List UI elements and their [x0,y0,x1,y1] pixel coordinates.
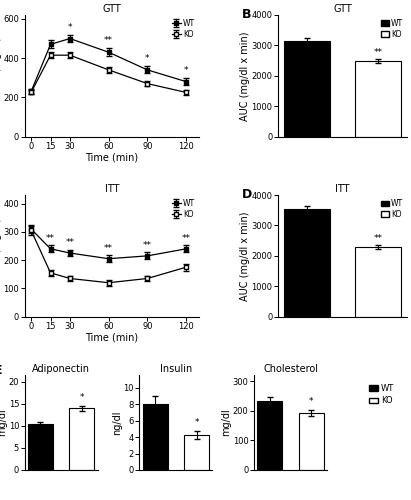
Text: *: * [194,418,199,428]
Legend: WT, KO: WT, KO [172,199,195,219]
Text: B: B [242,8,252,20]
Bar [69,408,95,470]
Legend: WT, KO: WT, KO [172,19,195,38]
Text: *: * [145,54,150,64]
Text: **: ** [65,238,74,248]
Text: *: * [184,66,188,75]
Bar [299,413,324,470]
Text: **: ** [374,234,383,243]
Text: **: ** [182,234,191,243]
Text: E: E [0,364,2,377]
Text: *: * [68,23,72,32]
Title: ITT: ITT [335,184,350,194]
Text: **: ** [104,36,113,46]
Bar [355,248,401,316]
Title: GTT: GTT [102,4,121,14]
X-axis label: Time (min): Time (min) [85,332,139,342]
Y-axis label: Glucose (mg/dl): Glucose (mg/dl) [0,217,2,294]
Bar [355,61,401,136]
Text: **: ** [143,241,152,250]
Bar [284,41,330,136]
Bar [184,436,209,470]
Bar [257,402,282,470]
Y-axis label: ng/dl: ng/dl [112,410,122,435]
Bar [143,404,168,470]
Title: Insulin: Insulin [160,364,192,374]
Title: Adiponectin: Adiponectin [32,364,90,374]
Text: D: D [242,188,252,201]
Y-axis label: mg/dl: mg/dl [222,408,231,436]
Bar [284,209,330,316]
Text: *: * [80,393,84,402]
Title: GTT: GTT [333,4,352,14]
Y-axis label: Glucose (mg/dl): Glucose (mg/dl) [0,37,2,115]
Text: *: * [309,398,314,406]
Text: **: ** [374,48,383,57]
Title: Cholesterol: Cholesterol [263,364,318,374]
Legend: WT, KO: WT, KO [369,384,394,406]
Y-axis label: mg/dl: mg/dl [0,408,7,436]
Y-axis label: AUC (mg/dl x min): AUC (mg/dl x min) [240,31,250,120]
Bar [28,424,53,470]
Text: **: ** [46,234,55,243]
Y-axis label: AUC (mg/dl x min): AUC (mg/dl x min) [240,211,250,300]
Text: **: ** [104,244,113,253]
Title: ITT: ITT [105,184,119,194]
Legend: WT, KO: WT, KO [381,19,403,38]
Legend: WT, KO: WT, KO [381,199,403,219]
X-axis label: Time (min): Time (min) [85,152,139,162]
